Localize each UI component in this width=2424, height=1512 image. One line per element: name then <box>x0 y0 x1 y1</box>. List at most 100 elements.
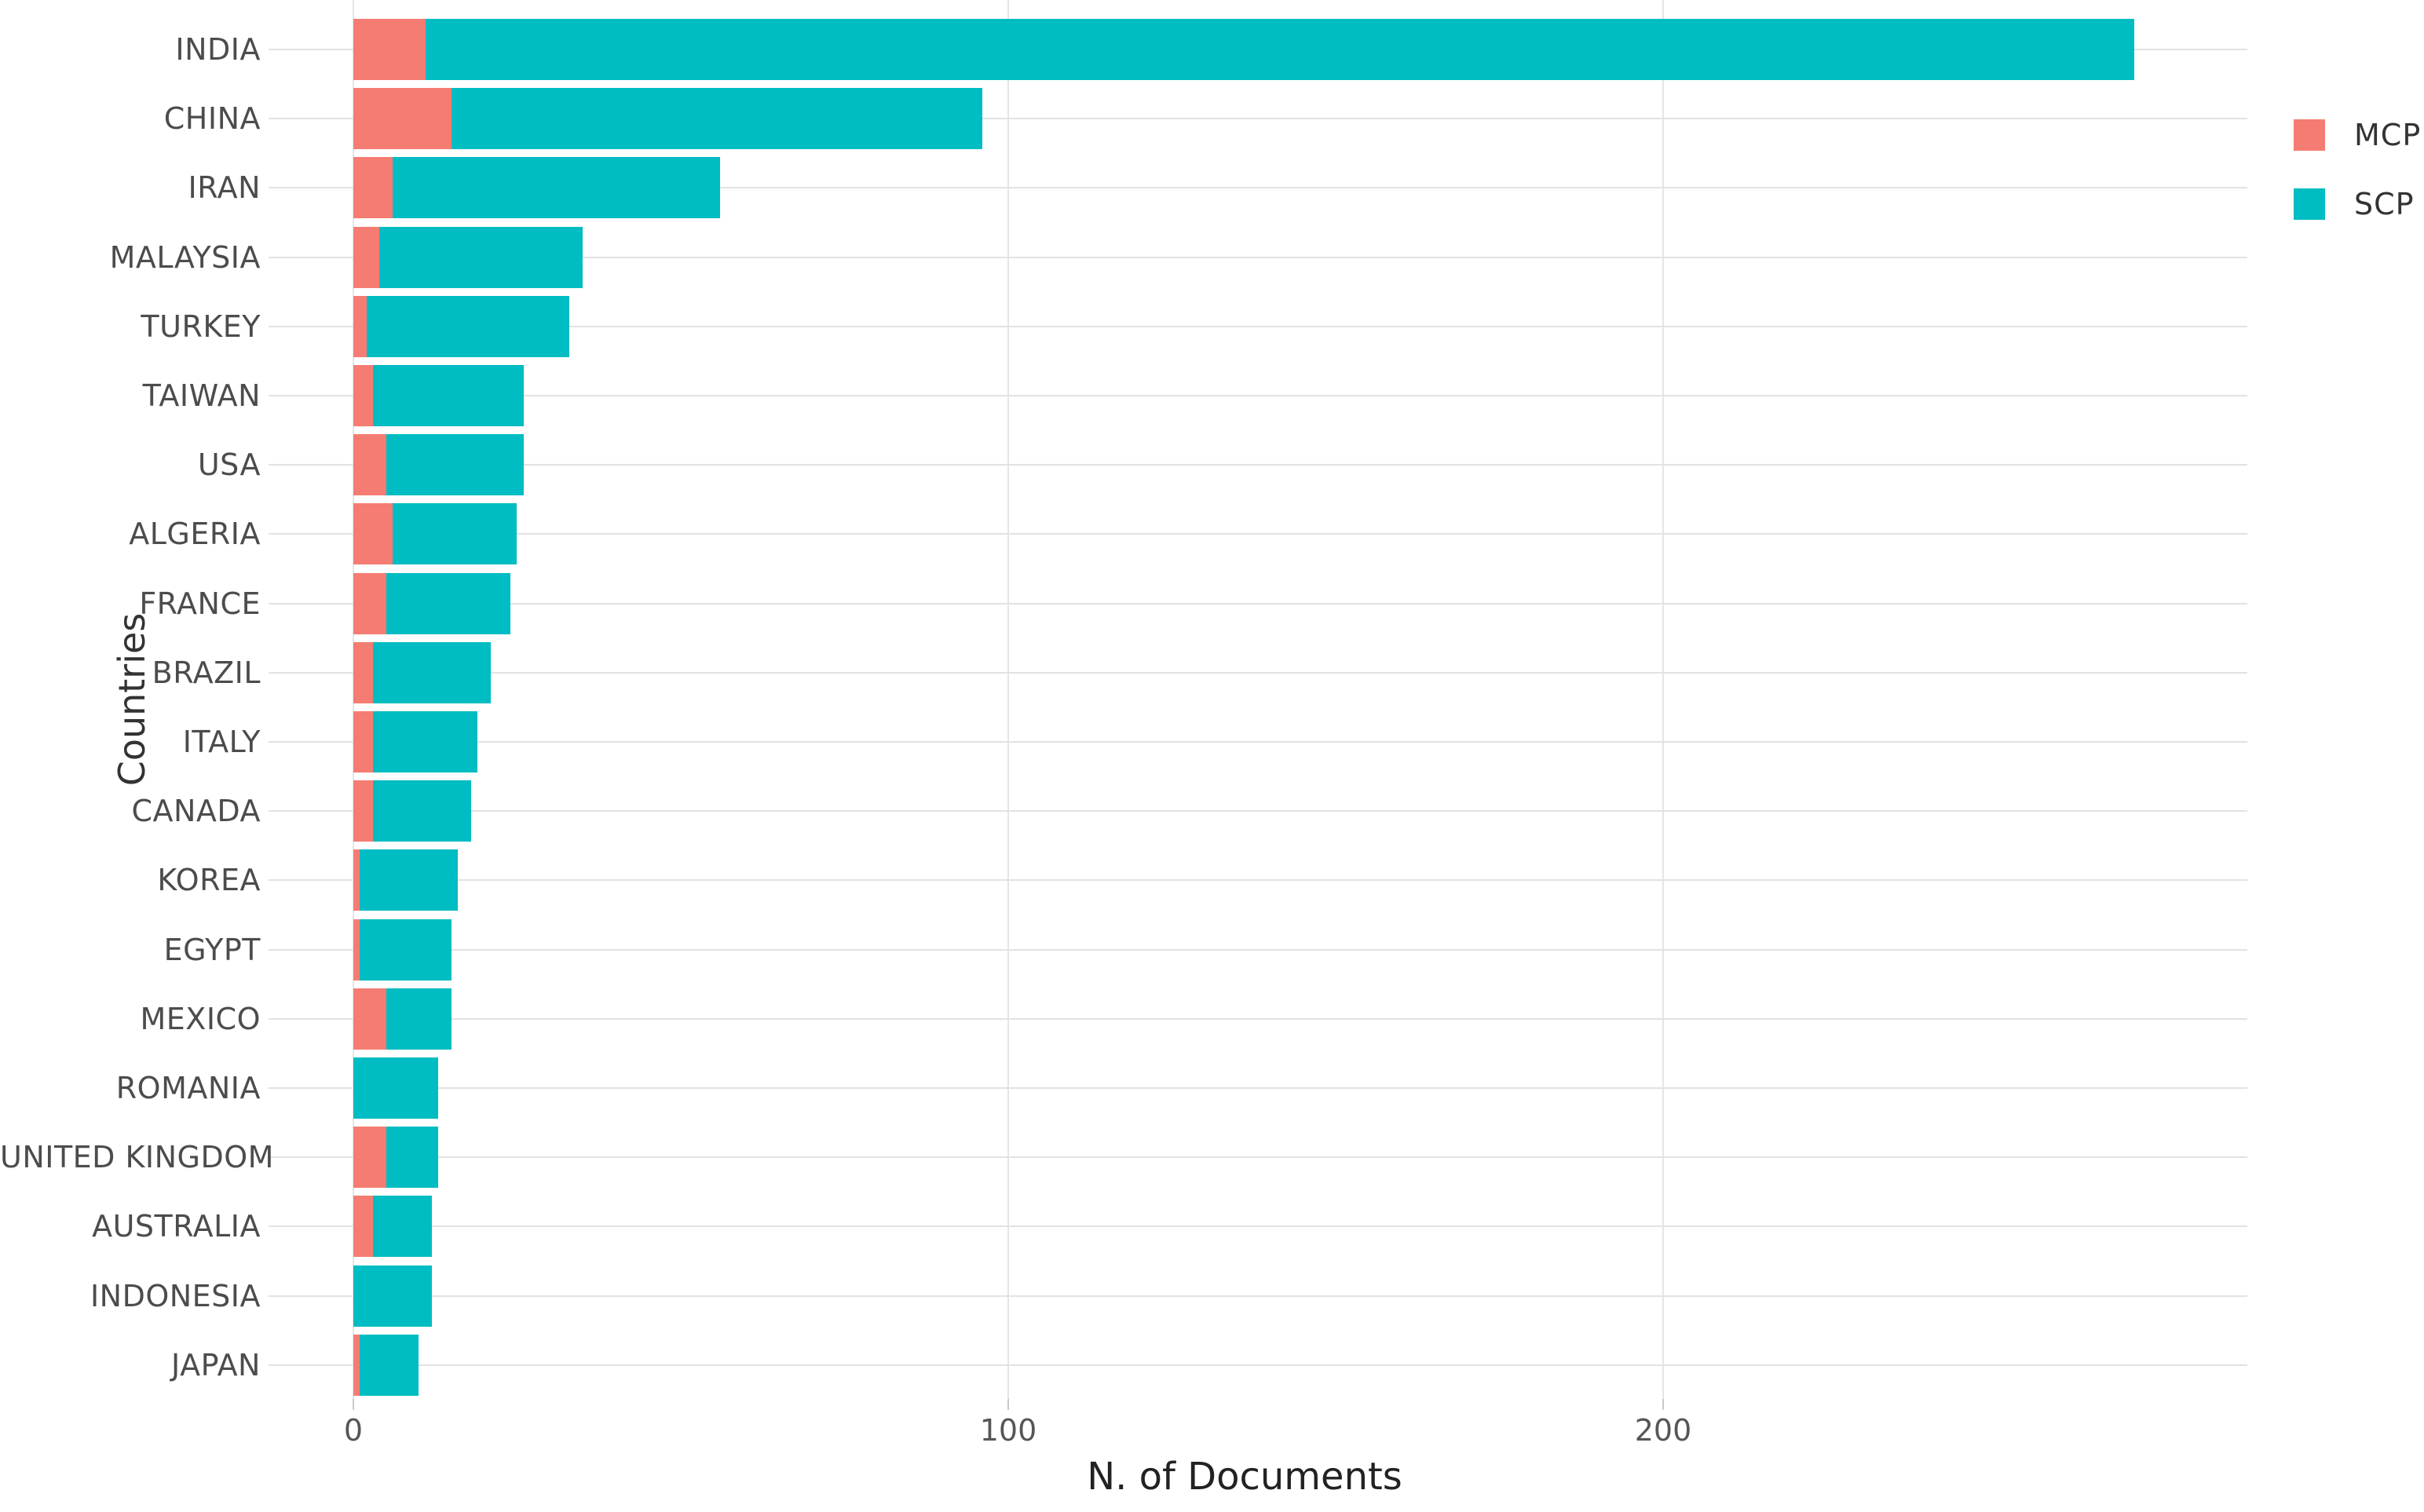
row-gridline <box>269 395 2247 396</box>
scp-bar-segment <box>425 19 2135 80</box>
scp-bar-segment <box>386 988 452 1050</box>
country-label: ROMANIA <box>115 1071 261 1105</box>
row-gridline <box>269 464 2247 466</box>
mcp-bar-segment <box>353 641 374 703</box>
scp-bar-segment <box>373 780 472 842</box>
country-label: ITALY <box>182 725 261 759</box>
bar-row <box>353 780 472 842</box>
x-tick-label: 100 <box>979 1413 1037 1448</box>
scp-bar-segment <box>373 1196 433 1258</box>
y-axis-title: Countries <box>111 612 153 787</box>
x-axis-title: N. of Documents <box>1087 1455 1402 1499</box>
country-label: KOREA <box>157 863 261 898</box>
country-label: JAPAN <box>171 1347 261 1382</box>
bar-row <box>353 1265 433 1327</box>
scp-bar-segment <box>373 711 478 772</box>
row-gridline <box>269 1225 2247 1228</box>
row-gridline <box>269 879 2247 882</box>
bar-row <box>353 503 517 565</box>
scp-bar-segment <box>360 1334 419 1396</box>
bar-row <box>353 157 721 219</box>
row-gridline <box>269 741 2247 743</box>
country-label: ALGERIA <box>129 517 261 552</box>
mcp-bar-segment <box>353 226 380 288</box>
row-gridline <box>269 1364 2247 1366</box>
row-gridline <box>269 118 2247 120</box>
scp-bar-segment <box>379 226 583 288</box>
x-gridline <box>1662 0 1664 1399</box>
row-gridline <box>269 256 2247 258</box>
country-label: IRAN <box>188 170 261 206</box>
country-label: UNITED KINGDOM <box>0 1140 274 1175</box>
scp-bar-segment <box>360 919 452 981</box>
mcp-bar-segment <box>353 711 374 772</box>
country-label: INDIA <box>175 32 261 67</box>
scp-bar-segment <box>393 157 721 219</box>
legend-swatch-mcp <box>2294 119 2325 151</box>
x-axis-tick <box>1007 1399 1009 1410</box>
row-gridline <box>269 187 2247 189</box>
row-gridline <box>269 1087 2247 1089</box>
bar-row <box>353 641 492 703</box>
country-label: MALAYSIA <box>109 239 261 275</box>
mcp-bar-segment <box>353 295 367 357</box>
country-label: TAIWAN <box>142 378 261 413</box>
mcp-bar-segment <box>353 572 386 634</box>
mcp-bar-segment <box>353 88 452 150</box>
country-label: FRANCE <box>139 586 261 621</box>
scp-bar-segment <box>386 572 511 634</box>
row-gridline <box>269 1017 2247 1020</box>
scp-bar-segment <box>360 849 459 911</box>
scp-bar-segment <box>386 434 524 496</box>
row-gridline <box>269 602 2247 604</box>
x-gridline <box>1007 0 1009 1399</box>
country-label: AUSTRALIA <box>92 1209 261 1244</box>
scp-bar-segment <box>393 503 517 565</box>
bar-row <box>353 1334 419 1396</box>
bar-row <box>353 988 452 1050</box>
row-gridline <box>269 948 2247 951</box>
legend-label: MCP <box>2354 118 2422 152</box>
legend-item-mcp: MCP <box>2294 118 2421 152</box>
mcp-bar-segment <box>353 988 386 1050</box>
country-label: CANADA <box>131 794 261 829</box>
scp-bar-segment <box>353 1057 439 1119</box>
bar-row <box>353 1057 439 1119</box>
mcp-bar-segment <box>353 919 360 981</box>
row-gridline <box>269 325 2247 327</box>
country-label: BRAZIL <box>152 655 261 690</box>
legend-item-scp: SCP <box>2294 187 2421 221</box>
mcp-bar-segment <box>353 1196 374 1258</box>
row-gridline <box>269 1295 2247 1297</box>
mcp-bar-segment <box>353 503 393 565</box>
country-label: INDONESIA <box>90 1278 261 1313</box>
bar-row <box>353 226 583 288</box>
row-gridline <box>269 671 2247 674</box>
country-label: TURKEY <box>141 309 261 344</box>
row-gridline <box>269 810 2247 813</box>
country-label: CHINA <box>163 101 261 137</box>
bar-row <box>353 88 982 150</box>
x-axis-tick <box>353 1399 354 1410</box>
row-gridline <box>269 1156 2247 1159</box>
x-tick-label: 0 <box>343 1413 364 1448</box>
bar-row <box>353 1127 439 1189</box>
bar-row <box>353 1196 433 1258</box>
scp-bar-segment <box>373 365 524 426</box>
x-axis-tick <box>1662 1399 1664 1410</box>
country-label: USA <box>197 447 261 483</box>
scp-bar-segment <box>452 88 982 150</box>
mcp-bar-segment <box>353 434 386 496</box>
mcp-bar-segment <box>353 780 374 842</box>
bar-row <box>353 434 524 496</box>
bar-row <box>353 572 511 634</box>
mcp-bar-segment <box>353 849 360 911</box>
mcp-bar-segment <box>353 365 374 426</box>
mcp-bar-segment <box>353 1127 386 1189</box>
row-gridline <box>269 533 2247 535</box>
bar-row <box>353 711 478 772</box>
mcp-bar-segment <box>353 1334 360 1396</box>
x-tick-label: 200 <box>1634 1413 1692 1448</box>
